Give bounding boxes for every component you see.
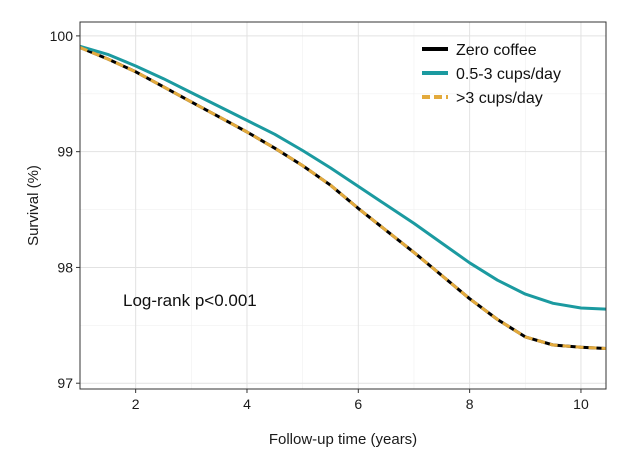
legend: Zero coffee 0.5-3 cups/day >3 cups/day <box>422 42 561 107</box>
y-tick-label: 97 <box>57 375 73 391</box>
x-tick-label: 10 <box>573 396 589 412</box>
logrank-annotation: Log-rank p<0.001 <box>123 291 257 310</box>
panel-border <box>79 21 607 390</box>
x-tick-label: 6 <box>354 396 362 412</box>
x-axis-title: Follow-up time (years) <box>269 431 417 448</box>
x-tick-label: 4 <box>243 396 251 412</box>
legend-label-zero-coffee: Zero coffee <box>456 42 537 59</box>
y-tick-label: 100 <box>50 28 74 44</box>
grid-layer <box>79 22 606 389</box>
x-tick-label: 2 <box>132 396 140 412</box>
ticks-layer: 2 4 6 8 10 97 98 99 100 <box>50 28 589 412</box>
y-tick-label: 99 <box>57 144 73 160</box>
y-tick-label: 98 <box>57 259 73 275</box>
series-layer <box>79 44 607 350</box>
series-line-0-5-3-cups-day <box>79 44 607 311</box>
legend-label-0-5-3-cups-day: 0.5-3 cups/day <box>456 66 561 83</box>
series-line-3-cups-day <box>79 46 607 350</box>
y-axis-title: Survival (%) <box>25 165 42 246</box>
x-tick-label: 8 <box>466 396 474 412</box>
legend-label-3-cups-day: >3 cups/day <box>456 90 543 107</box>
